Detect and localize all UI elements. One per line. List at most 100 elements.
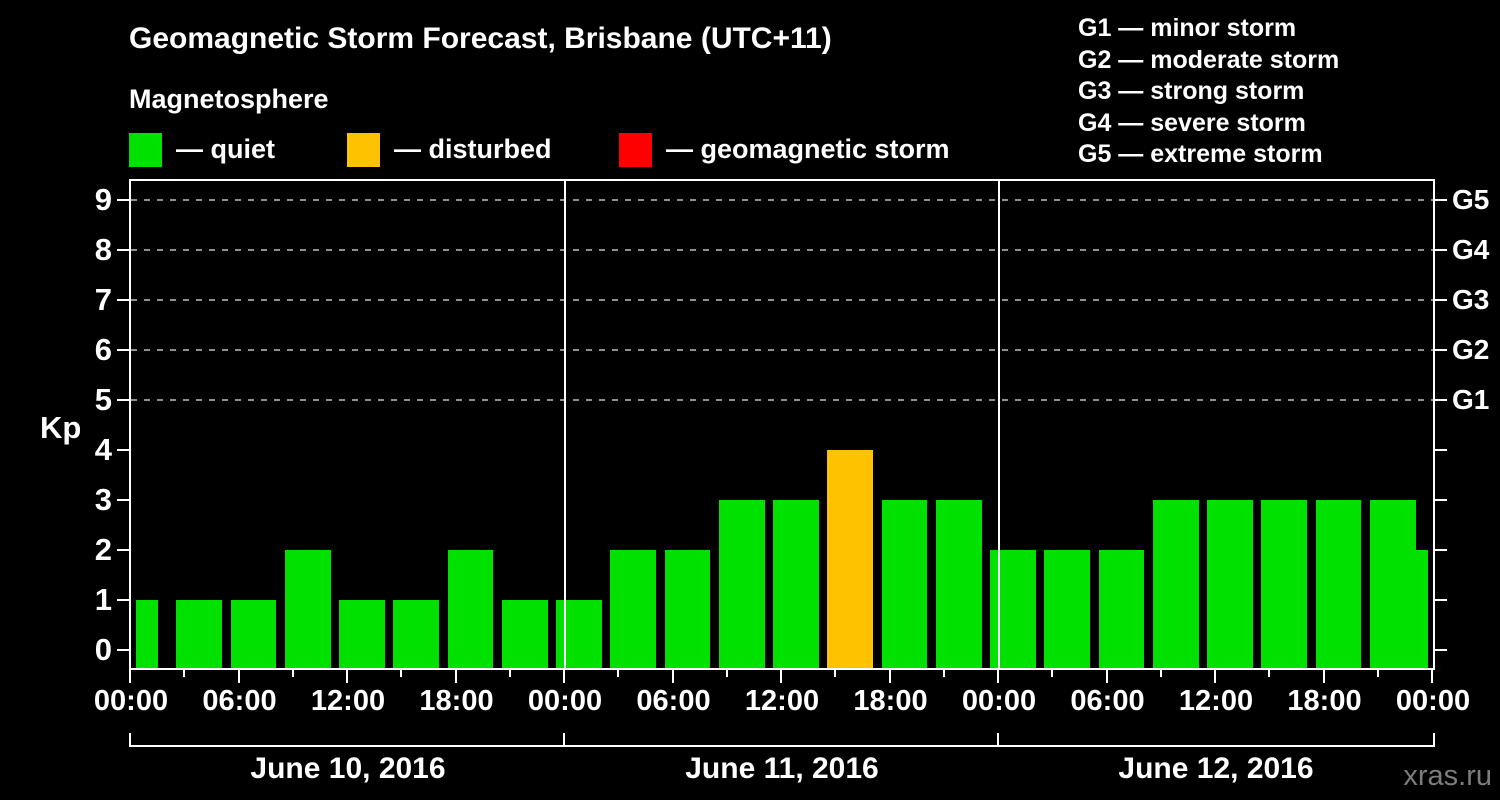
magnetosphere-label: Magnetosphere	[129, 84, 329, 114]
y-tick-left	[117, 249, 129, 251]
g-scale-label: G3	[1452, 284, 1490, 315]
time-tick-label: 06:00	[202, 685, 277, 717]
x-tick	[1431, 668, 1433, 683]
kp-bar	[718, 500, 765, 668]
x-tick	[237, 668, 240, 683]
kp-bar	[1098, 550, 1145, 668]
time-tick-label: 06:00	[1070, 685, 1145, 717]
kp-bar	[827, 450, 873, 668]
y-tick-right	[1435, 199, 1447, 201]
storm-scale-item: G2 — moderate storm	[1078, 45, 1340, 74]
y-tick-right	[1435, 299, 1447, 301]
time-tick-label: 00:00	[527, 685, 603, 717]
x-tick	[671, 668, 674, 683]
y-tick-label: 3	[94, 482, 112, 517]
storm-scale-item: G5 — extreme storm	[1078, 140, 1323, 168]
y-tick-label: 0	[94, 632, 112, 667]
kp-bar	[393, 600, 439, 668]
bracket-tick	[129, 733, 131, 747]
bracket-tick	[1433, 733, 1435, 747]
x-tick	[454, 668, 457, 683]
kp-bar	[136, 600, 158, 668]
kp-bar	[1044, 550, 1090, 668]
day-separator	[564, 181, 566, 668]
g-scale-label: G2	[1452, 334, 1490, 365]
x-tick	[780, 668, 782, 683]
y-tick-right	[1435, 349, 1447, 351]
kp-bar	[284, 550, 331, 668]
y-tick-label: 7	[94, 282, 112, 317]
gridline-kp5	[131, 399, 1433, 401]
time-tick-label: 00:00	[1395, 685, 1471, 717]
disturbed-label: — disturbed	[394, 134, 552, 164]
storm-scale-item: G4 — severe storm	[1078, 108, 1306, 137]
y-tick-right	[1435, 499, 1447, 501]
bracket-tick	[563, 733, 565, 747]
day-label: June 11, 2016	[685, 752, 879, 785]
quiet-label: — quiet	[176, 134, 275, 164]
bracket-tick	[997, 733, 999, 747]
kp-bar	[501, 600, 548, 668]
y-tick-left	[117, 549, 129, 551]
y-tick-right	[1435, 549, 1447, 551]
x-tick	[1105, 668, 1108, 683]
plot-area	[129, 179, 1435, 670]
g-scale-label: G4	[1452, 234, 1490, 265]
time-tick-label: 00:00	[93, 685, 169, 717]
kp-bar	[664, 550, 711, 668]
bracket-line	[129, 745, 1435, 747]
g-scale-label: G1	[1452, 384, 1490, 415]
legend-item-quiet: — quiet	[129, 132, 275, 167]
watermark: xras.ru	[1403, 760, 1492, 792]
day-label: June 12, 2016	[1118, 752, 1314, 785]
y-tick-left	[117, 599, 129, 601]
storm-scale-legend: G1 — minor storm G2 — moderate storm G3 — …	[1078, 13, 1339, 171]
y-tick-right	[1435, 249, 1447, 251]
kp-bar	[1152, 500, 1199, 668]
x-tick	[888, 668, 891, 683]
day-separator	[998, 181, 1000, 668]
y-tick-right	[1435, 649, 1447, 651]
y-axis-title: Kp	[40, 410, 82, 445]
y-tick-left	[117, 349, 129, 351]
y-tick-label: 1	[94, 582, 112, 617]
kp-bar	[1315, 500, 1362, 668]
y-tick-label: 2	[94, 532, 112, 567]
kp-bar	[176, 600, 222, 668]
y-tick-left	[117, 299, 129, 301]
kp-bar	[230, 600, 277, 668]
kp-bar	[339, 600, 385, 668]
disturbed-color-swatch	[347, 132, 380, 167]
kp-bar	[556, 600, 602, 668]
y-tick-right	[1435, 399, 1447, 401]
y-tick-label: 6	[94, 332, 112, 367]
kp-bar	[773, 500, 819, 668]
kp-bar	[447, 550, 494, 668]
y-tick-left	[117, 499, 129, 501]
time-tick-label: 12:00	[1178, 685, 1254, 717]
x-tick	[129, 668, 131, 683]
time-tick-label: 18:00	[853, 685, 928, 717]
y-tick-right	[1435, 599, 1447, 601]
time-tick-label: 18:00	[1287, 685, 1362, 717]
kp-bar	[990, 550, 1036, 668]
kp-bar	[1415, 550, 1428, 668]
x-tick	[563, 668, 565, 683]
time-tick-label: 18:00	[419, 685, 494, 717]
storm-label: — geomagnetic storm	[666, 134, 950, 164]
y-tick-right	[1435, 449, 1447, 451]
time-tick-label: 06:00	[636, 685, 711, 717]
x-tick	[346, 668, 348, 683]
y-tick-left	[117, 399, 129, 401]
g-scale-label: G5	[1452, 184, 1490, 215]
quiet-color-swatch	[129, 132, 162, 167]
y-tick-left	[117, 199, 129, 201]
gridline-kp6	[131, 349, 1433, 351]
day-label: June 10, 2016	[250, 752, 446, 785]
kp-bar	[881, 500, 928, 668]
kp-bar	[1369, 500, 1416, 668]
chart-title: Geomagnetic Storm Forecast, Brisbane (UT…	[129, 22, 832, 55]
storm-scale-item: G1 — minor storm	[1078, 14, 1297, 42]
kp-bar	[1261, 500, 1307, 668]
